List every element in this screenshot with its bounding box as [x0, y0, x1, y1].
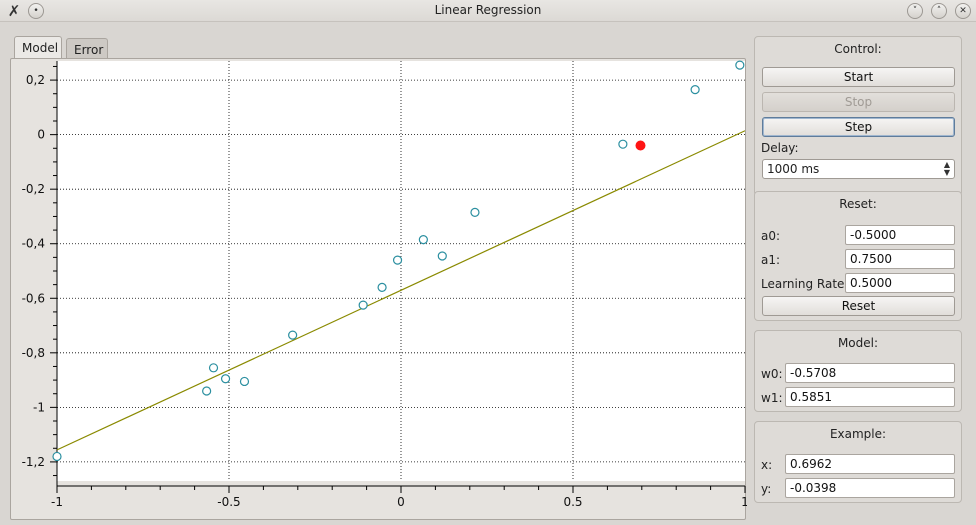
data-point: [202, 386, 212, 396]
data-point: [735, 60, 745, 70]
app-icon[interactable]: ✗: [7, 2, 21, 20]
x-axis-ticks: -1 -0.5 0 0.5 1: [51, 486, 749, 509]
y-tick-label: 0,2: [26, 73, 45, 87]
window-menu-button[interactable]: •: [28, 3, 44, 19]
y-tick-label: 0: [37, 128, 45, 142]
data-point: [418, 235, 428, 245]
window-title: Linear Regression: [434, 3, 542, 17]
reset-title: Reset:: [839, 197, 877, 211]
data-points: [52, 60, 745, 462]
w0-label: w0:: [761, 367, 783, 381]
reset-group: Reset: a0: -0.5000 a1: 0.7500 Learning R…: [754, 191, 962, 321]
model-group: Model: w0: -0.5708 w1: 0.5851: [754, 330, 962, 412]
learning-rate-field[interactable]: 0.5000: [845, 273, 955, 293]
reset-button[interactable]: Reset: [762, 296, 955, 316]
a1-label: a1:: [761, 253, 781, 267]
y-tick-label: -0,4: [22, 237, 45, 251]
stop-button[interactable]: Stop: [762, 92, 955, 112]
model-title: Model:: [837, 336, 879, 350]
regression-plot[interactable]: -1 -0.5 0 0.5 1 0,2 0 -0,2 -0,4 -0,6 -0,8 -1 -1,2: [11, 59, 749, 521]
w0-field[interactable]: -0.5708: [785, 363, 955, 383]
y-tick-label: -0,2: [22, 182, 45, 196]
delay-value: 1000 ms: [767, 162, 820, 176]
close-button[interactable]: ✕: [955, 3, 971, 19]
x-tick-label: -1: [51, 495, 63, 509]
current-example-point: [635, 140, 646, 151]
tab-model[interactable]: Model: [14, 36, 62, 59]
y-tick-label: -0,8: [22, 346, 45, 360]
gridlines: [57, 61, 745, 481]
tab-error[interactable]: Error: [66, 38, 108, 58]
a1-field[interactable]: 0.7500: [845, 249, 955, 269]
main-window: Model Error -1 -0.5 0 0.5 1 0,2 0 -0,2 -0,4 -0,6…: [0, 22, 976, 525]
maximize-button[interactable]: ˄: [931, 3, 947, 19]
minimize-button[interactable]: ˅: [907, 3, 923, 19]
data-point: [690, 85, 700, 95]
data-point: [470, 207, 480, 217]
control-group: Control: Start Stop Step Delay: 1000 ms …: [754, 36, 962, 196]
x-tick-label: 0.5: [563, 495, 582, 509]
data-point: [358, 300, 368, 310]
data-point: [618, 139, 628, 149]
data-point: [220, 374, 231, 384]
data-point: [288, 330, 298, 340]
data-point: [239, 376, 250, 387]
data-point: [392, 255, 403, 265]
y-label: y:: [761, 482, 772, 496]
x-label: x:: [761, 458, 773, 472]
delay-spinbox[interactable]: 1000 ms ▲ ▼: [762, 159, 955, 179]
y-tick-label: -1,2: [22, 455, 45, 469]
x-tick-label: 1: [741, 495, 747, 509]
delay-label: Delay:: [761, 141, 799, 155]
regression-line: [56, 130, 746, 451]
x-tick-label: 0: [397, 495, 405, 509]
title-bar: ✗ • Linear Regression ˅ ˄ ✕: [0, 0, 976, 22]
start-button[interactable]: Start: [762, 67, 955, 87]
example-title: Example:: [829, 427, 887, 441]
w1-label: w1:: [761, 391, 783, 405]
learning-rate-label: Learning Rate:: [761, 277, 849, 291]
y-tick-label: -0,6: [22, 291, 45, 305]
spin-arrows-icon[interactable]: ▲ ▼: [943, 160, 950, 177]
data-point: [377, 282, 387, 292]
a0-label: a0:: [761, 229, 781, 243]
example-group: Example: x: 0.6962 y: -0.0398: [754, 421, 962, 503]
a0-field[interactable]: -0.5000: [845, 225, 955, 245]
control-title: Control:: [834, 42, 882, 56]
data-point: [52, 451, 62, 462]
step-button[interactable]: Step: [762, 117, 955, 137]
data-point: [437, 251, 447, 261]
y-tick-label: -1: [33, 400, 45, 414]
w1-field[interactable]: 0.5851: [785, 387, 955, 407]
plot-frame: -1 -0.5 0 0.5 1 0,2 0 -0,2 -0,4 -0,6 -0,8 -1 -1,2: [10, 58, 749, 521]
y-field[interactable]: -0.0398: [785, 478, 955, 498]
x-tick-label: -0.5: [217, 495, 240, 509]
data-point: [208, 363, 219, 373]
y-axis-ticks: 0,2 0 -0,2 -0,4 -0,6 -0,8 -1 -1,2: [22, 65, 57, 477]
x-field[interactable]: 0.6962: [785, 454, 955, 474]
